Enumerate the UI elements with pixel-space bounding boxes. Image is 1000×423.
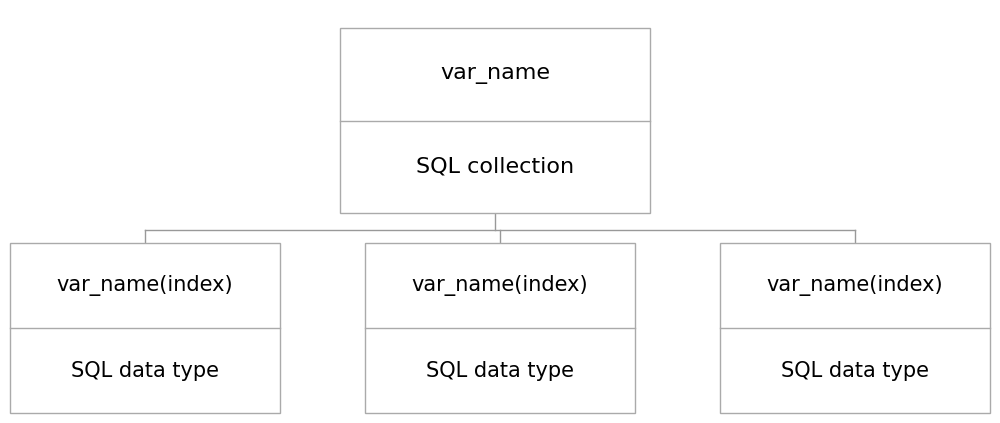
Text: SQL data type: SQL data type [71,360,219,381]
Bar [720,243,990,413]
Bar [365,243,635,413]
Text: var_name(index): var_name(index) [767,275,943,296]
Text: SQL collection: SQL collection [416,157,574,177]
Text: var_name(index): var_name(index) [57,275,233,296]
Text: var_name(index): var_name(index) [412,275,588,296]
Text: SQL data type: SQL data type [426,360,574,381]
Bar [340,28,650,213]
Text: SQL data type: SQL data type [781,360,929,381]
Text: var_name: var_name [440,64,550,84]
Bar [10,243,280,413]
